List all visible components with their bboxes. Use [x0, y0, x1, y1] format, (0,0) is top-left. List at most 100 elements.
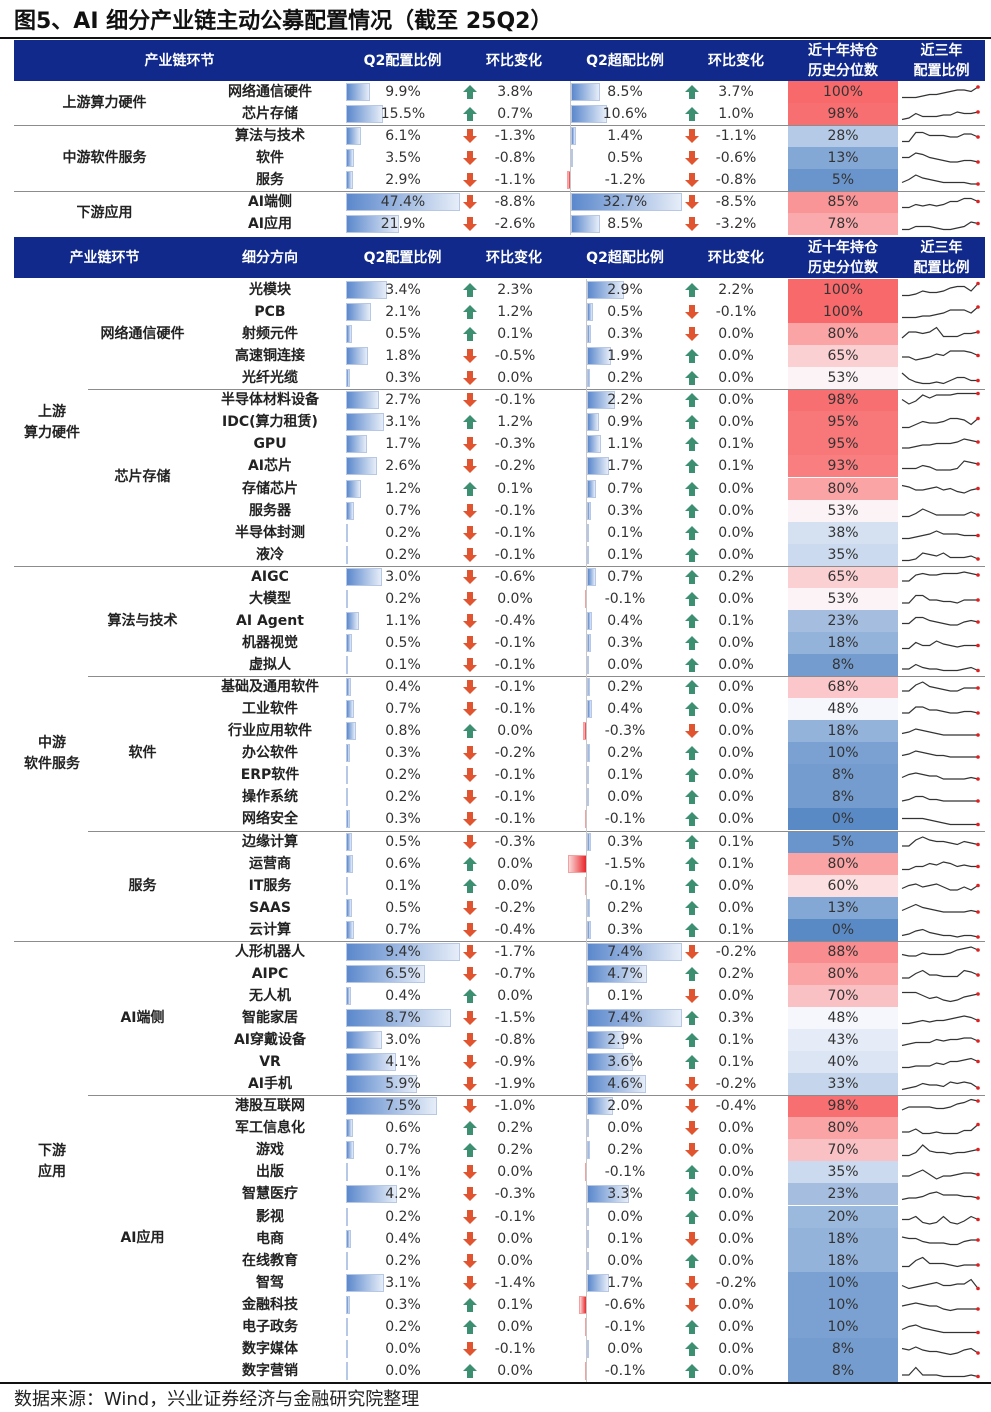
overweight-change: 0.1% — [718, 922, 754, 938]
alloc-bar — [346, 171, 353, 189]
arrow-up-icon — [685, 768, 699, 782]
sparkline — [901, 484, 980, 494]
alloc-change: -0.1% — [494, 1341, 536, 1357]
group-label: 上游算力硬件 — [62, 94, 147, 111]
sparkline-line — [902, 530, 978, 540]
row-name: 机器视觉 — [242, 635, 298, 651]
overweight-bar — [587, 921, 591, 939]
row-name: 光模块 — [249, 282, 291, 298]
sparkline — [901, 110, 980, 121]
table-row: SAAS 0.5% -0.2% 0.2% 0.0% 13% — [0, 897, 991, 919]
table-row: 服务器 0.7% -0.1% 0.3% 0.0% 53% — [0, 500, 991, 522]
alloc-value: 21.9% — [380, 216, 426, 232]
subgroup-label: 软件 — [128, 744, 157, 761]
percentile-cell: 13% — [788, 897, 898, 919]
overweight-value: 2.9% — [607, 282, 643, 298]
alloc-change: 0.1% — [497, 1297, 533, 1313]
row-name: 光纤光缆 — [242, 370, 298, 386]
percentile-cell: 8% — [788, 1360, 898, 1382]
alloc-change: -0.1% — [494, 392, 536, 408]
sparkline-last-point — [976, 557, 980, 561]
overweight-bar — [587, 435, 602, 453]
row-name: AI芯片 — [247, 458, 293, 474]
overweight-value: -0.3% — [604, 723, 646, 739]
sparkline-line — [902, 508, 979, 518]
sparkline-last-point — [976, 378, 980, 383]
sparkline — [901, 391, 980, 405]
overweight-change: -0.2% — [715, 1076, 757, 1092]
overweight-change: -0.2% — [715, 944, 757, 960]
arrow-down-icon — [463, 151, 477, 165]
sparkline — [901, 1278, 980, 1291]
overweight-value: 0.3% — [607, 635, 643, 651]
overweight-value: 0.2% — [607, 745, 643, 761]
row-name: 服务器 — [249, 503, 291, 519]
overweight-axis — [570, 81, 571, 235]
alloc-bar — [346, 1252, 349, 1270]
overweight-value: 0.1% — [607, 525, 643, 541]
overweight-bar — [587, 303, 594, 321]
alloc-value: 0.2% — [385, 591, 421, 607]
alloc-bar — [346, 413, 384, 431]
sparkline-line — [901, 174, 978, 185]
sparkline-line — [901, 1302, 978, 1312]
alloc-value: 0.3% — [385, 745, 421, 761]
alloc-bar — [346, 480, 361, 498]
sparkline-last-point — [976, 182, 980, 186]
sparkline-line — [901, 946, 979, 957]
sparkline-last-point — [976, 1286, 980, 1291]
arrow-up-icon — [685, 857, 699, 871]
alloc-bar — [346, 568, 383, 586]
percentile-cell: 18% — [788, 1250, 898, 1272]
alloc-change: -0.1% — [494, 789, 536, 805]
row-name: 数字媒体 — [242, 1341, 298, 1357]
sparkline-last-point — [976, 533, 980, 538]
overweight-bar — [587, 1230, 589, 1248]
overweight-change: 0.1% — [718, 1054, 754, 1070]
row-name: AI应用 — [247, 216, 293, 232]
alloc-value: 9.4% — [385, 944, 421, 960]
overweight-value: 0.7% — [607, 569, 643, 585]
alloc-value: 0.8% — [385, 723, 421, 739]
arrow-up-icon — [463, 415, 477, 429]
sparkline — [901, 1324, 980, 1335]
sparkline-last-point — [976, 1122, 980, 1127]
group-separator — [14, 941, 985, 942]
arrow-down-icon — [685, 129, 699, 143]
overweight-bar — [587, 325, 591, 343]
table-row: GPU 1.7% -0.3% 1.1% 0.1% 95% — [0, 433, 991, 455]
overweight-bar — [587, 524, 589, 542]
alloc-bar — [346, 105, 384, 123]
sparkline — [902, 350, 980, 361]
sparkline-line — [902, 663, 979, 672]
alloc-change: -1.0% — [494, 1098, 536, 1114]
table-row: 智能家居 8.7% -1.5% 7.4% 0.3% 48% — [0, 1007, 991, 1029]
group-separator — [14, 125, 985, 126]
arrow-down-icon — [463, 459, 477, 473]
arrow-down-icon — [463, 614, 477, 628]
alloc-change: 0.1% — [497, 326, 533, 342]
table-row: 液冷 0.2% -0.1% 0.1% 0.0% 35% — [0, 544, 991, 566]
sparkline-last-point — [976, 711, 980, 715]
header-alloc: Q2配置比例 — [363, 52, 442, 69]
overweight-change: 0.1% — [718, 1032, 754, 1048]
sparkline-last-point — [976, 948, 980, 952]
sparkline — [902, 131, 980, 143]
arrow-down-icon — [463, 217, 477, 231]
overweight-value: 2.2% — [607, 392, 643, 408]
overweight-value: 1.4% — [607, 128, 643, 144]
overweight-change: 0.0% — [718, 1319, 754, 1335]
arrow-down-icon — [463, 1165, 477, 1179]
overweight-change: 0.0% — [718, 503, 754, 519]
overweight-value: 0.4% — [607, 613, 643, 629]
alloc-change: -0.1% — [494, 547, 536, 563]
row-name: 电子政务 — [242, 1319, 298, 1335]
alloc-value: 0.5% — [385, 834, 421, 850]
overweight-change: 0.0% — [718, 988, 754, 1004]
table-row: PCB 2.1% 1.2% 0.5% -0.1% 100% — [0, 301, 991, 323]
percentile-cell: 88% — [788, 941, 898, 963]
percentile-cell: 70% — [788, 1139, 898, 1161]
alloc-change: 0.0% — [497, 1164, 533, 1180]
percentile-cell: 8% — [788, 654, 898, 676]
overweight-change: 0.0% — [718, 392, 754, 408]
